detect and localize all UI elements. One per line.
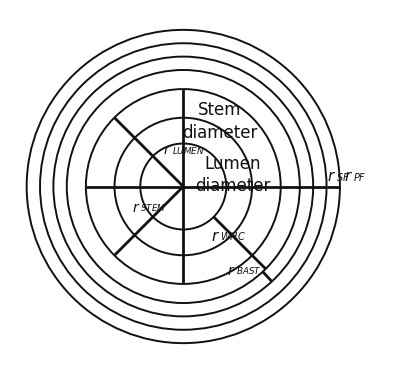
Text: $r$: $r$ [132,201,140,214]
Text: $r$: $r$ [164,143,172,157]
Text: $_{\mathit{BAST}}$: $_{\mathit{BAST}}$ [236,264,262,277]
Text: $r$: $r$ [210,229,220,244]
Text: $_{\mathit{STEM}}$: $_{\mathit{STEM}}$ [140,201,166,214]
Text: $r$: $r$ [227,264,236,278]
Text: Stem
diameter: Stem diameter [182,101,257,142]
Text: $r$: $r$ [344,169,353,185]
Text: Lumen
diameter: Lumen diameter [195,155,271,195]
Text: $_{\mathit{LUMEN}}$: $_{\mathit{LUMEN}}$ [172,144,205,157]
Text: $r$: $r$ [327,169,336,185]
Text: $_{\mathit{SF}}$: $_{\mathit{SF}}$ [336,170,350,184]
Text: $_{\mathit{WHC}}$: $_{\mathit{WHC}}$ [220,229,246,243]
Text: $_{\mathit{PF}}$: $_{\mathit{PF}}$ [353,170,367,184]
